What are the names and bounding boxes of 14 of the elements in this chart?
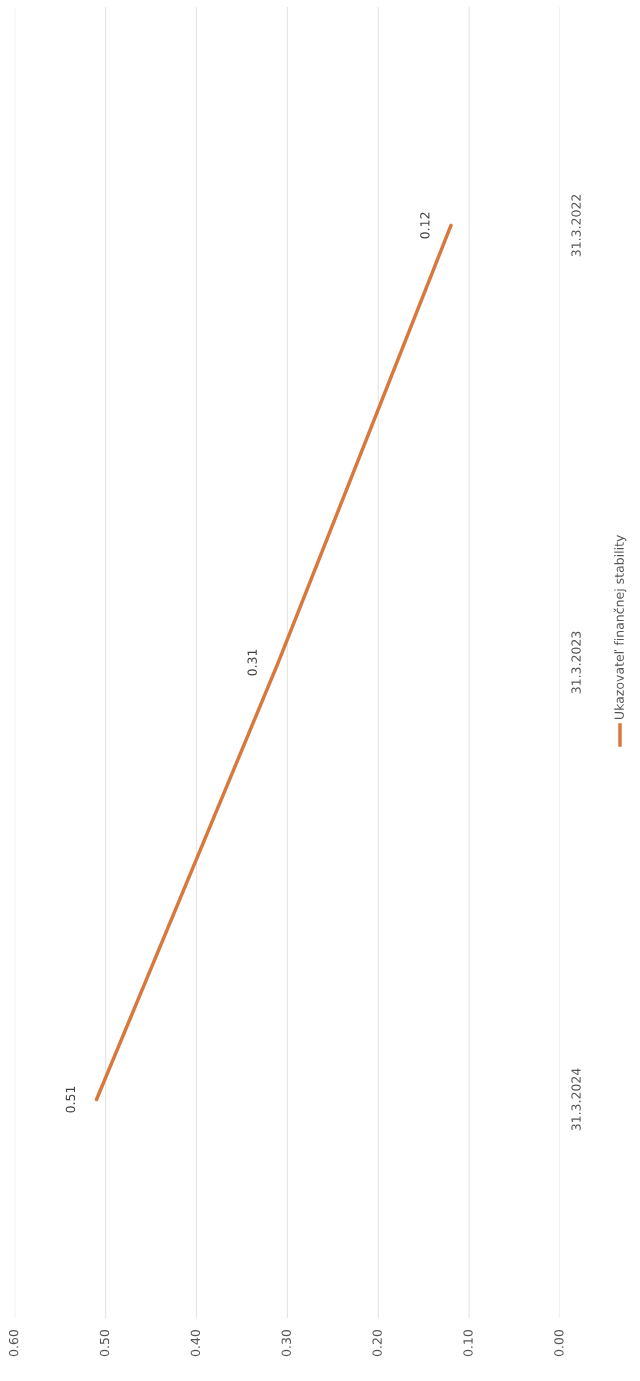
y-tick-label: 31.3.2024 [571,1068,581,1131]
data-label: 0.31 [247,649,257,676]
x-tick-label: 0.40 [190,1329,201,1357]
x-tick-label: 0.00 [554,1329,564,1357]
x-tick-label: 0.10 [463,1329,473,1357]
y-tick-label: 31.3.2022 [571,194,581,257]
x-tick-label: 0.30 [281,1329,291,1357]
text: Ukazovateľ finančnej stability [613,534,627,719]
data-label: 0.51 [65,1086,76,1113]
x-tick-label: 0.60 [8,1329,19,1357]
y-tick-label: 31.3.2023 [571,631,581,694]
data-label: 0.12 [420,212,430,239]
x-tick-label: 0.50 [99,1329,110,1357]
x-tick-label: 0.20 [372,1329,382,1357]
